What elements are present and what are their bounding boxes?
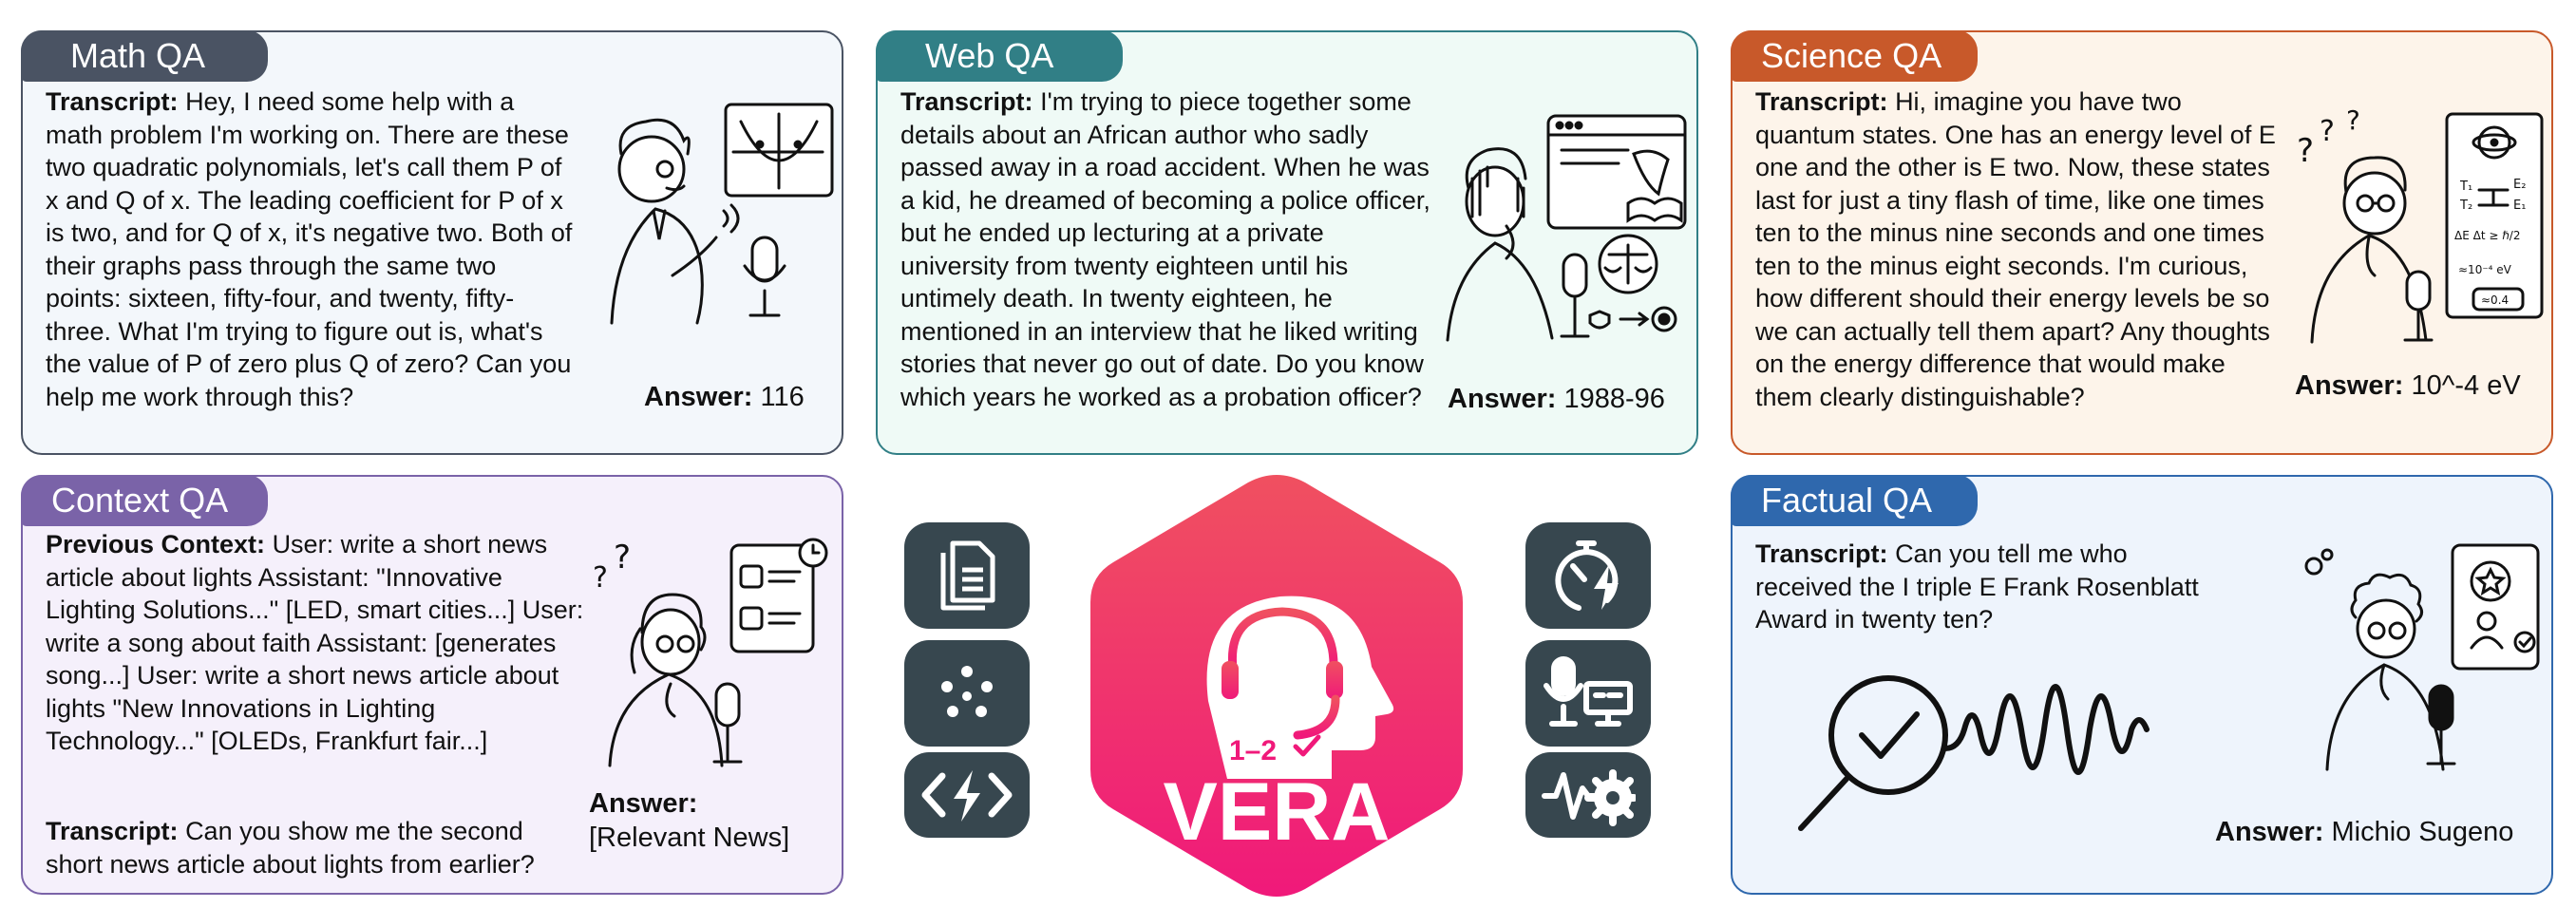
mic-computer-icon-tile [1525,640,1651,747]
science-qa-title: Science QA [1731,30,1978,82]
science-transcript-label: Transcript: [1755,87,1888,116]
context-qa-card: Context QA Previous Context: User: write… [21,475,843,895]
web-transcript: Transcript: I'm trying to piece together… [900,85,1432,413]
timer-bolt-icon-tile [1525,522,1651,629]
waveform-gear-icon [1542,769,1636,826]
svg-text:?: ? [2346,104,2360,136]
code-bolt-icon [921,770,1013,822]
factual-transcript-label: Transcript: [1755,539,1888,568]
svg-text:?: ? [614,539,631,577]
science-qa-card: Science QA Transcript: Hi, imagine you h… [1731,30,2553,455]
science-board-box: ≈0.4 [2481,293,2509,307]
science-answer: Answer: 10^-4 eV [2295,370,2521,402]
dots-pattern-icon-tile [904,640,1030,747]
science-board-e1: E₁ [2513,199,2526,213]
science-person-illustration: ? ? ? T₁ T₂ E₂ E₁ ΔE Δt ≥ ℏ/2 ≈10⁻⁴ eV ≈… [2297,104,2544,344]
math-qa-title: Math QA [21,30,268,82]
factual-person-illustration [2304,543,2540,771]
factual-transcript: Transcript: Can you tell me who received… [1755,538,2230,636]
waveform-gear-icon-tile [1525,752,1651,838]
vera-badge: 1–2 [1229,735,1277,766]
svg-text:?: ? [2297,132,2314,170]
factual-qa-card: Factual QA Transcript: Can you tell me w… [1731,475,2553,895]
context-previous-text: User: write a short news article about l… [46,530,584,755]
context-qa-title: Context QA [21,475,268,526]
timer-bolt-icon [1555,540,1619,611]
factual-qa-title: Factual QA [1731,475,1978,526]
math-transcript-text: Hey, I need some help with a math proble… [46,87,573,411]
context-answer-label: Answer: [589,788,698,819]
math-person-illustration [610,103,834,325]
science-board-e2: E₂ [2513,178,2526,192]
web-transcript-text: I'm trying to piece together some detail… [900,87,1430,411]
math-answer-value: 116 [760,382,805,412]
context-answer: Answer: [Relevant News] [589,786,789,855]
math-qa-card: Math QA Transcript: Hey, I need some hel… [21,30,843,455]
context-person-illustration: ? ? [593,538,828,767]
document-icon [940,540,995,611]
science-board-approx: ≈10⁻⁴ eV [2458,263,2512,276]
code-bolt-icon-tile [904,752,1030,838]
web-person-illustration [1446,114,1687,342]
math-transcript: Transcript: Hey, I need some help with a… [46,85,578,413]
web-qa-title: Web QA [876,30,1123,82]
science-board-t1: T₁ [2459,180,2472,194]
factual-answer-label: Answer: [2215,817,2324,847]
vera-logo: 1–2 VERA [1090,475,1463,897]
math-transcript-label: Transcript: [46,87,179,116]
web-qa-card: Web QA Transcript: I'm trying to piece t… [876,30,1698,455]
dots-pattern-icon [941,666,993,717]
math-answer-label: Answer: [644,382,753,412]
web-transcript-label: Transcript: [900,87,1033,116]
context-previous-label: Previous Context: [46,530,266,558]
science-board-formula: ΔE Δt ≥ ℏ/2 [2454,229,2521,242]
search-waveform-illustration [1798,675,2150,831]
factual-transcript-text: Can you tell me who received the I tripl… [1755,539,2199,634]
math-answer: Answer: 116 [644,382,805,413]
web-answer-label: Answer: [1448,384,1557,414]
web-answer: Answer: 1988-96 [1448,384,1665,415]
vera-name: VERA [1164,766,1391,858]
head-headset-icon [1206,596,1394,779]
context-previous: Previous Context: User: write a short ne… [46,528,593,758]
context-transcript-label: Transcript: [46,817,179,845]
science-transcript: Transcript: Hi, imagine you have two qua… [1755,85,2287,413]
svg-text:?: ? [2320,115,2335,148]
science-answer-value: 10^-4 eV [2411,370,2521,401]
document-icon-tile [904,522,1030,629]
science-answer-label: Answer: [2295,370,2404,401]
factual-answer-value: Michio Sugeno [2331,817,2514,847]
context-transcript: Transcript: Can you show me the second s… [46,815,587,880]
science-board-t2: T₂ [2459,199,2472,213]
context-answer-value: [Relevant News] [589,823,790,853]
svg-text:?: ? [593,561,608,595]
science-transcript-text: Hi, imagine you have two quantum states.… [1755,87,2276,411]
context-transcript-text: Can you show me the second short news ar… [46,817,535,879]
web-answer-value: 1988-96 [1563,384,1665,414]
factual-answer: Answer: Michio Sugeno [2215,817,2513,848]
mic-computer-icon [1544,656,1633,727]
